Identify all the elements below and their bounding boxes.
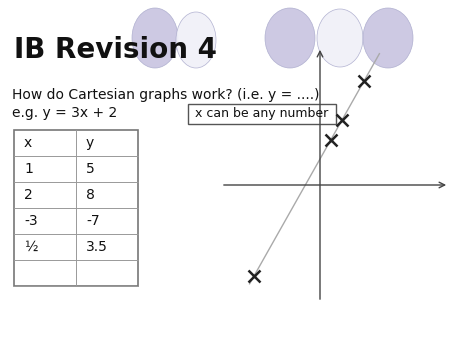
Text: -3: -3 xyxy=(24,214,38,228)
Text: IB Revision 4: IB Revision 4 xyxy=(14,36,217,64)
Text: e.g. y = 3x + 2: e.g. y = 3x + 2 xyxy=(12,106,117,120)
Text: 3.5: 3.5 xyxy=(86,240,108,254)
Text: 1: 1 xyxy=(24,162,33,176)
Text: x: x xyxy=(24,136,32,150)
Text: x can be any number: x can be any number xyxy=(195,107,328,121)
Ellipse shape xyxy=(265,8,315,68)
Text: 5: 5 xyxy=(86,162,95,176)
Ellipse shape xyxy=(132,8,178,68)
Ellipse shape xyxy=(363,8,413,68)
FancyBboxPatch shape xyxy=(14,130,138,286)
Text: y: y xyxy=(86,136,94,150)
Text: -7: -7 xyxy=(86,214,99,228)
Ellipse shape xyxy=(176,12,216,68)
FancyBboxPatch shape xyxy=(188,104,336,124)
Text: ½: ½ xyxy=(24,240,37,254)
Ellipse shape xyxy=(317,9,363,67)
Text: 2: 2 xyxy=(24,188,33,202)
Text: How do Cartesian graphs work? (i.e. y = ....): How do Cartesian graphs work? (i.e. y = … xyxy=(12,88,319,102)
Text: 8: 8 xyxy=(86,188,95,202)
